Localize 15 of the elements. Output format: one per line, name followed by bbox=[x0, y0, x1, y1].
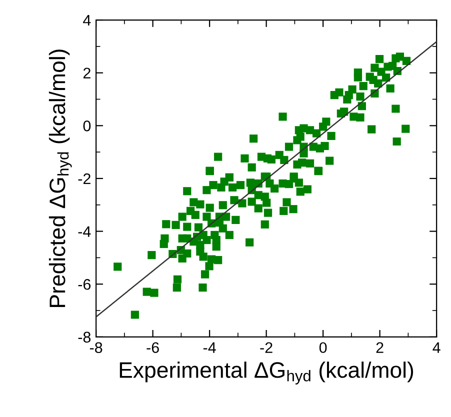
y-axis-title: Predicted ΔG$_{hyd}$ (kcal/mol) bbox=[48, 50, 72, 307]
y-tick-label: -2 bbox=[78, 173, 90, 184]
x-tick-label: -6 bbox=[146, 342, 159, 354]
x-tick-label: 0 bbox=[319, 342, 327, 354]
y-tick-label: -6 bbox=[78, 278, 91, 290]
x-tick-label: 2 bbox=[376, 342, 384, 353]
x-tick-label: 4 bbox=[432, 342, 440, 353]
y-tick-label: -8 bbox=[78, 332, 91, 343]
y-tick-label: 0 bbox=[83, 120, 91, 132]
x-axis-title: Experimental ΔG$_{hyd}$ (kcal/mol) bbox=[120, 362, 414, 384]
y-tick-label: -4 bbox=[78, 226, 91, 237]
y-tick-label: 4 bbox=[83, 15, 91, 26]
y-tick-label: 2 bbox=[83, 68, 90, 78]
x-tick-label: -2 bbox=[260, 342, 272, 353]
x-tick-label: -4 bbox=[203, 342, 216, 353]
